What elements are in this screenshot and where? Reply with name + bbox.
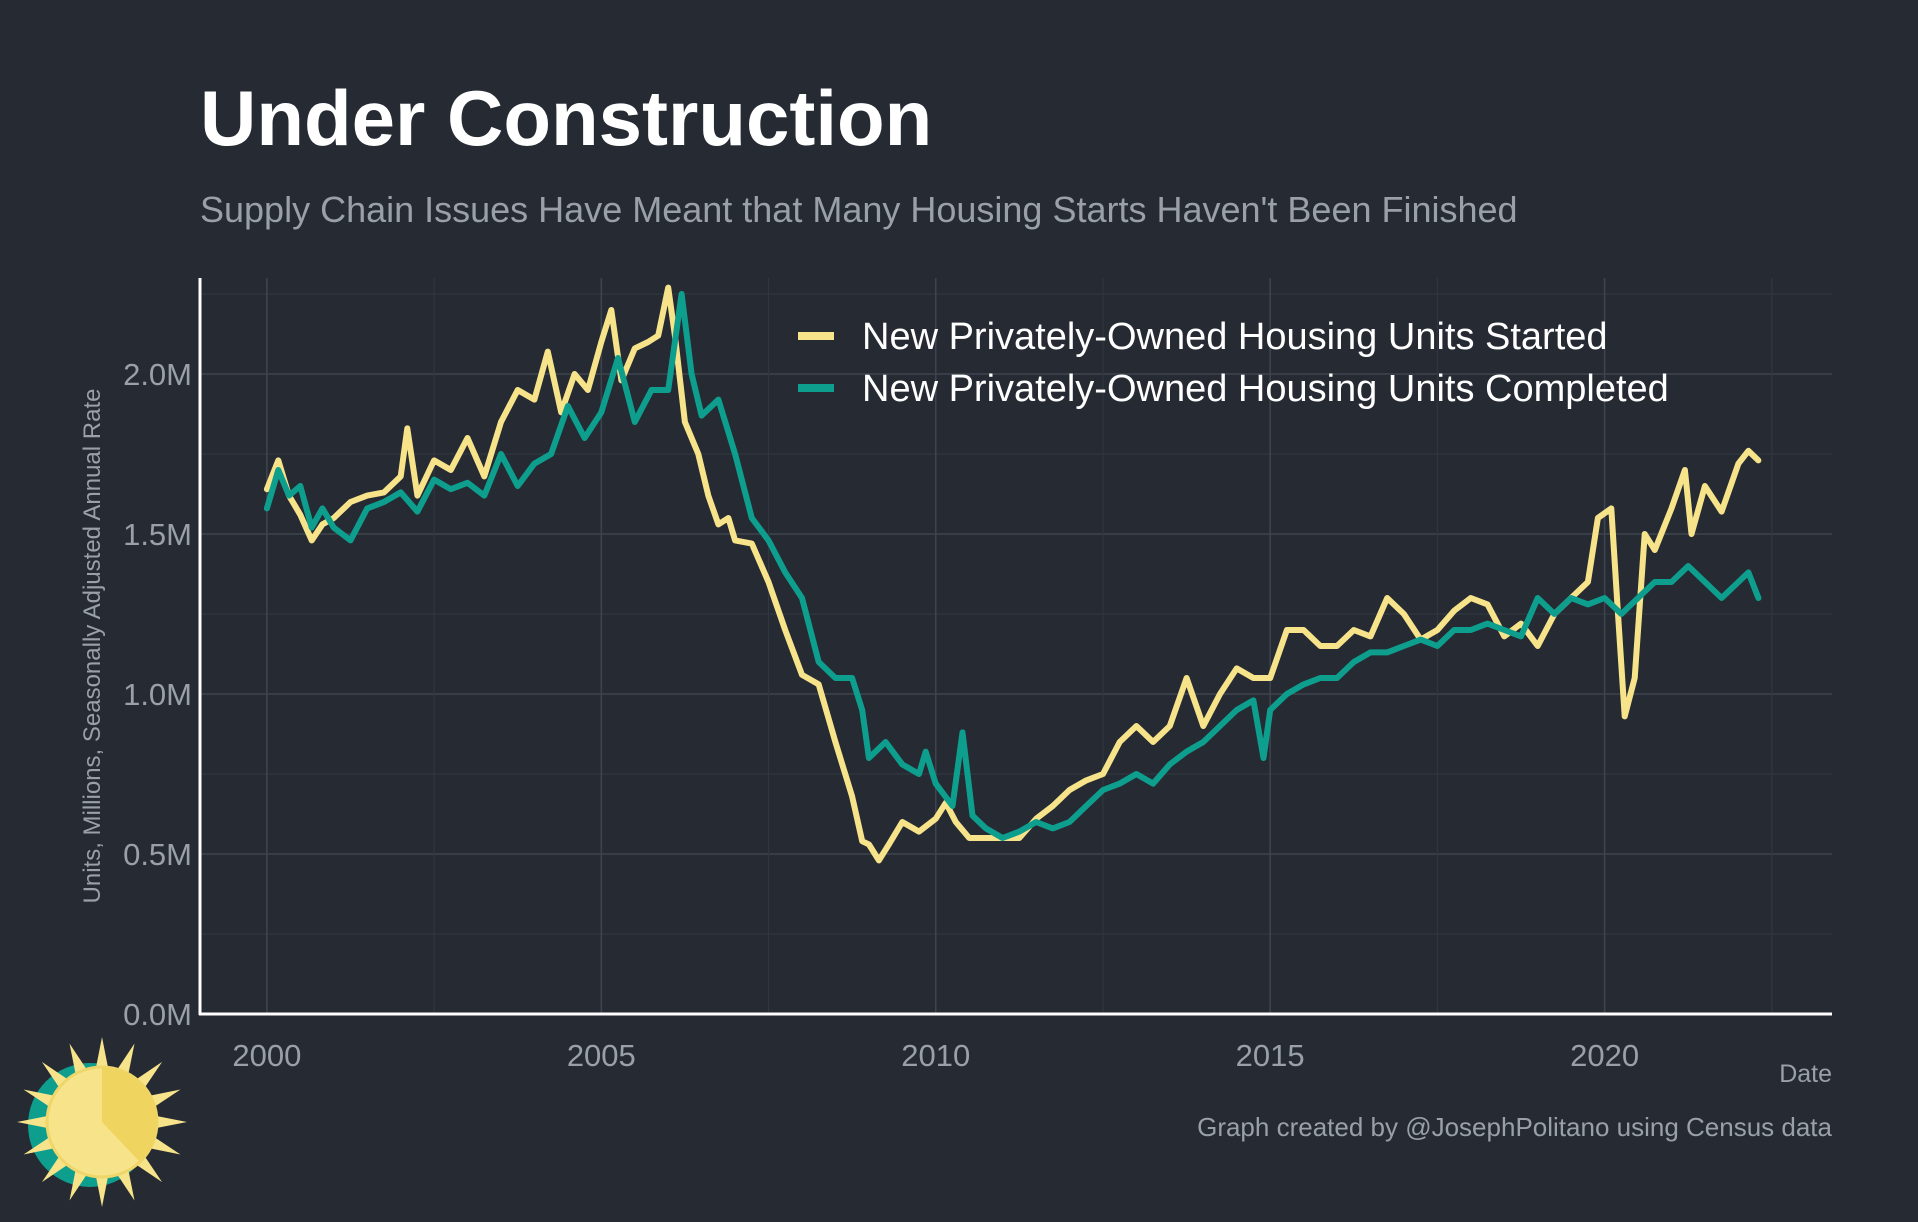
x-axis-label: Date xyxy=(1779,1060,1832,1088)
y-tick-label: 0.0M xyxy=(123,997,192,1032)
y-tick-label: 1.5M xyxy=(123,517,192,552)
sun-ray xyxy=(95,1171,109,1207)
y-tick-label: 2.0M xyxy=(123,357,192,392)
legend: New Privately-Owned Housing Units Starte… xyxy=(798,316,1669,410)
x-axis-ticks: 2000 2005 2010 2015 2020 xyxy=(232,1038,1639,1073)
y-axis-ticks: 0.0M 0.5M 1.0M 1.5M 2.0M xyxy=(123,357,192,1032)
sun-logo-icon xyxy=(17,1037,187,1207)
x-tick-label: 2020 xyxy=(1570,1038,1639,1073)
x-tick-label: 2010 xyxy=(901,1038,970,1073)
y-axis-label: Units, Millions, Seasonally Adjusted Ann… xyxy=(79,389,106,904)
chart-subtitle: Supply Chain Issues Have Meant that Many… xyxy=(200,189,1518,230)
series-lines xyxy=(263,284,1762,864)
x-tick-label: 2005 xyxy=(567,1038,636,1073)
caption: Graph created by @JosephPolitano using C… xyxy=(1197,1112,1832,1142)
legend-label: New Privately-Owned Housing Units Starte… xyxy=(862,316,1608,358)
sun-ray xyxy=(151,1115,187,1129)
sun-ray xyxy=(17,1115,53,1129)
series-line-completed xyxy=(263,291,1762,841)
y-tick-label: 1.0M xyxy=(123,677,192,712)
axes xyxy=(198,278,1832,1016)
y-tick-label: 0.5M xyxy=(123,837,192,872)
legend-label: New Privately-Owned Housing Units Comple… xyxy=(862,368,1669,410)
chart-title: Under Construction xyxy=(200,74,932,162)
sun-ray xyxy=(95,1037,109,1073)
x-tick-label: 2000 xyxy=(232,1038,301,1073)
series-line-started xyxy=(263,284,1762,864)
x-tick-label: 2015 xyxy=(1236,1038,1305,1073)
